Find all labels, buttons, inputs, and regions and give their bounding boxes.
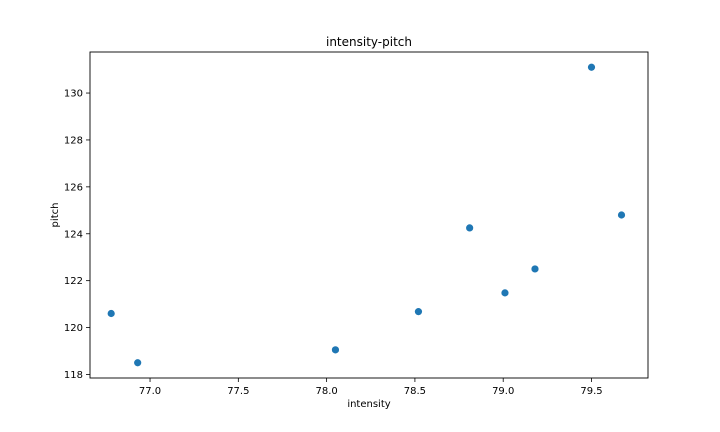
x-tick-label: 78.5 — [404, 386, 426, 397]
y-tick-label: 118 — [64, 370, 83, 381]
x-tick-label: 79.0 — [492, 386, 514, 397]
x-tick-label: 78.0 — [315, 386, 337, 397]
y-tick-label: 126 — [64, 182, 83, 193]
data-point — [501, 289, 509, 297]
data-point — [107, 309, 115, 318]
x-tick-label: 77.0 — [139, 386, 161, 397]
plot-frame — [89, 51, 649, 379]
y-tick-label: 122 — [64, 276, 83, 287]
x-tick-label: 77.5 — [227, 386, 249, 397]
data-point — [466, 224, 474, 232]
data-point — [531, 265, 539, 273]
y-tick-label: 128 — [64, 135, 83, 146]
data-point — [617, 211, 626, 219]
y-tick-label: 130 — [64, 89, 83, 100]
chart-title: intensity-pitch — [326, 35, 412, 49]
data-point — [331, 346, 340, 354]
points-layer — [107, 63, 626, 367]
x-axis: 77.0 77.5 78.0 78.5 79.0 79.5 — [139, 378, 603, 397]
data-point — [414, 308, 423, 316]
data-point — [587, 63, 596, 71]
x-axis-label: intensity — [347, 399, 390, 410]
data-point — [134, 359, 142, 367]
y-axis-label: pitch — [50, 203, 61, 228]
x-tick-label: 79.5 — [580, 386, 602, 397]
y-tick-label: 120 — [64, 323, 83, 334]
y-axis: 118 120 122 124 126 128 130 — [64, 89, 90, 381]
y-tick-label: 124 — [64, 229, 83, 240]
